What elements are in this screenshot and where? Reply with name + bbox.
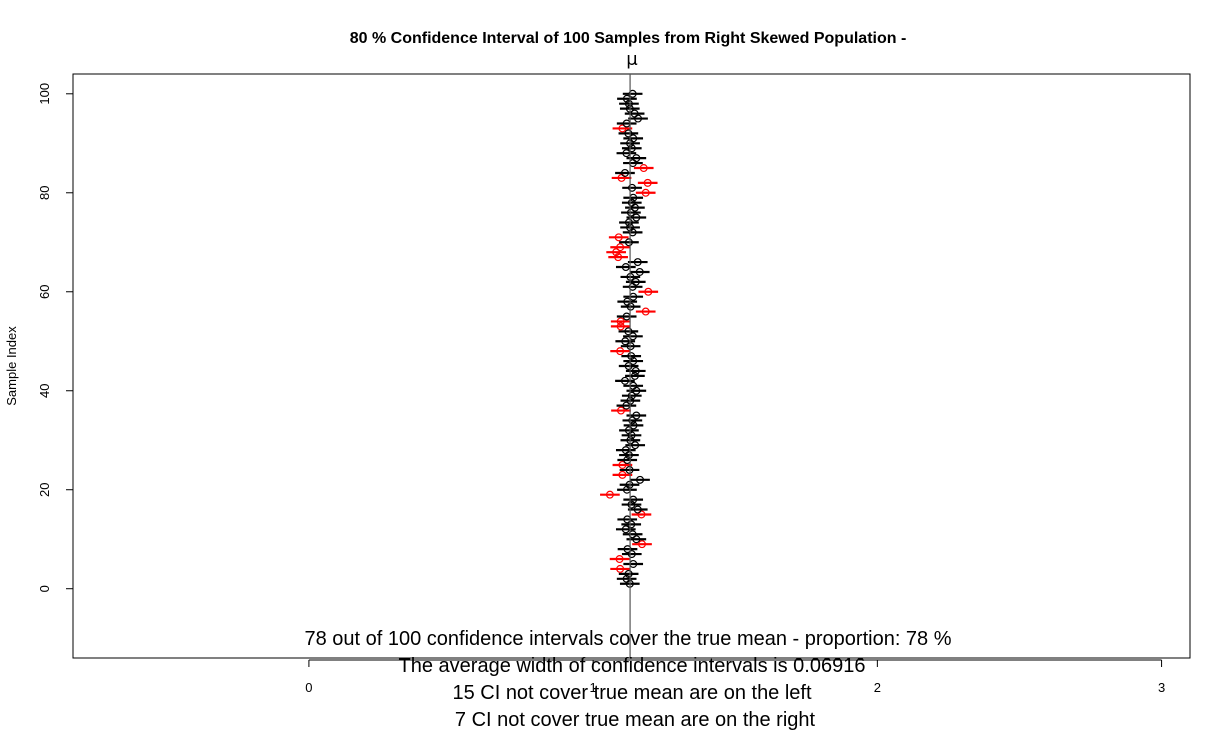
ci-mean-point [620, 168, 629, 177]
ci-mean-point [624, 569, 633, 578]
ci-mean-point [627, 500, 636, 509]
ci-mean-point [620, 376, 629, 385]
ci-mean-point [623, 545, 632, 554]
ci-mean-point [627, 144, 636, 153]
ci-mean-point [641, 188, 650, 197]
y-tick-label: 100 [37, 83, 52, 105]
ci-mean-point [605, 490, 614, 499]
ci-mean-point [616, 317, 625, 326]
ci-mean-point [631, 277, 640, 286]
ci-mean-point [635, 267, 644, 276]
annotation-average-width: The average width of confidence interval… [399, 655, 866, 677]
ci-mean-point [616, 406, 625, 415]
ci-mean-point [633, 258, 642, 267]
ci-mean-point [621, 263, 630, 272]
ci-mean-point [614, 233, 623, 242]
ci-mean-point [632, 535, 641, 544]
y-axis-label: Sample Index [4, 326, 19, 406]
chart-title: 80 % Confidence Interval of 100 Samples … [350, 30, 907, 47]
ci-mean-point [633, 505, 642, 514]
annotation-coverage: 78 out of 100 confidence intervals cover… [304, 628, 951, 650]
ci-mean-point [621, 446, 630, 455]
annotation-right-misses: 7 CI not cover true mean are on the righ… [455, 709, 816, 731]
y-tick-label: 60 [37, 285, 52, 299]
ci-mean-point [616, 564, 625, 573]
y-tick-label: 80 [37, 186, 52, 200]
x-axis: 0 1 2 3 [305, 659, 1165, 695]
ci-mean-point [628, 416, 637, 425]
ci-mean-point [615, 555, 624, 564]
ci-mean-point [621, 525, 630, 534]
ci-mean-point [624, 129, 633, 138]
ci-mean-point [631, 441, 640, 450]
ci-mean-point [631, 366, 640, 375]
ci-mean-point [632, 411, 641, 420]
ci-mean-point [628, 530, 637, 539]
ci-mean-point [630, 371, 639, 380]
ci-mean-point [624, 99, 633, 108]
ci-mean-point [624, 362, 633, 371]
ci-mean-point [624, 426, 633, 435]
ci-mean-point [628, 89, 637, 98]
ci-mean-point [616, 243, 625, 252]
ci-mean-point [628, 183, 637, 192]
chart-title-mu-symbol: μ [626, 49, 638, 70]
ci-mean-point [626, 208, 635, 217]
ci-mean-point [618, 470, 627, 479]
ci-mean-point [644, 287, 653, 296]
ci-mean-point [639, 164, 648, 173]
ci-mean-point [618, 124, 627, 133]
intervals-layer [600, 89, 659, 588]
ci-mean-point [627, 520, 636, 529]
ci-mean-point [627, 198, 636, 207]
ci-mean-point [618, 460, 627, 469]
x-tick-label: 0 [305, 680, 312, 695]
ci-mean-point [612, 248, 621, 257]
ci-mean-point [632, 154, 641, 163]
ci-mean-point [643, 178, 652, 187]
y-tick-label: 20 [37, 482, 52, 496]
x-tick-label: 3 [1158, 680, 1165, 695]
ci-mean-point [627, 391, 636, 400]
ci-mean-point [624, 238, 633, 247]
ci-mean-point [627, 550, 636, 559]
ci-mean-point [616, 347, 625, 356]
ci-mean-point [637, 510, 646, 519]
ci-mean-point [632, 213, 641, 222]
x-tick-label: 1 [590, 680, 597, 695]
y-tick-label: 0 [37, 585, 52, 592]
annotation-left-misses: 15 CI not cover true mean are on the lef… [452, 682, 812, 704]
ci-mean-point [624, 218, 633, 227]
ci-mean-point [614, 253, 623, 262]
ci-mean-point [621, 337, 630, 346]
ci-mean-point [636, 475, 645, 484]
x-tick-label: 2 [874, 680, 881, 695]
ci-mean-point [641, 307, 650, 316]
ci-mean-point [624, 327, 633, 336]
ci-mean-point [616, 322, 625, 331]
y-tick-label: 40 [37, 384, 52, 398]
y-axis: 0 20 40 60 80 100 [37, 83, 74, 592]
ci-mean-point [638, 540, 647, 549]
ci-mean-point [630, 109, 639, 118]
ci-mean-point [627, 352, 636, 361]
